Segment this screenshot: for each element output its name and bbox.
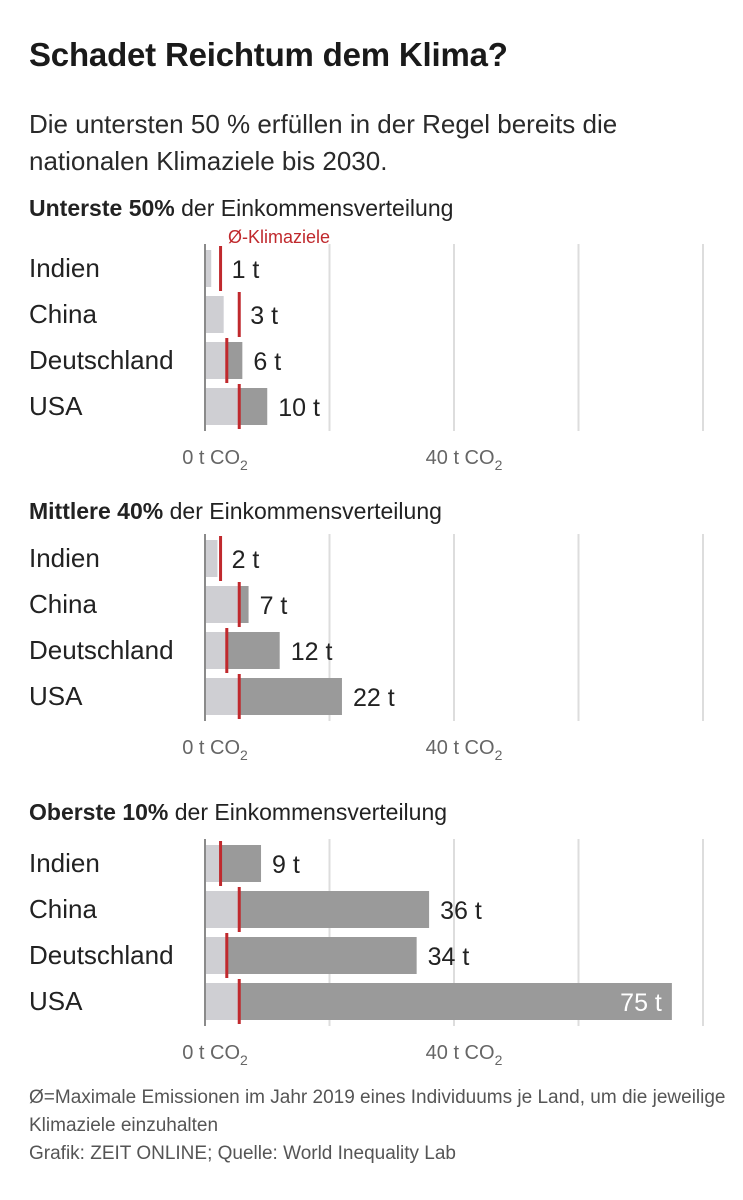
bar-below-target	[205, 388, 240, 425]
category-label: Deutschland	[29, 940, 174, 970]
target-marker	[237, 292, 241, 337]
target-marker	[237, 979, 241, 1024]
bar-below-target	[205, 983, 240, 1020]
bar-below-target	[205, 937, 227, 974]
category-label: USA	[29, 986, 83, 1016]
category-label: USA	[29, 391, 83, 421]
bar-above-target	[226, 632, 280, 669]
value-label: 6 t	[253, 348, 281, 376]
bar-below-target	[205, 342, 227, 379]
panel-heading-middle-40: Mittlere 40% der Einkommensverteilung	[29, 498, 442, 525]
value-label: 9 t	[272, 851, 300, 879]
tick-label: 0 t CO2	[182, 447, 248, 473]
category-label: Indien	[29, 848, 100, 878]
tick-label: 40 t CO2	[426, 447, 503, 473]
category-label: China	[29, 589, 97, 619]
value-label: 10 t	[278, 394, 320, 422]
tick-label: 0 t CO2	[182, 737, 248, 763]
value-label: 36 t	[440, 897, 482, 925]
target-marker	[219, 841, 223, 886]
value-label: 34 t	[428, 943, 470, 971]
chart-panel-bottom-50: Indien 1 t China 3 t Deutschland 6 t USA 10 t 0 …	[29, 244, 704, 473]
target-marker	[237, 384, 241, 429]
bar-above-target	[239, 891, 430, 928]
panel-heading-bold: Mittlere 40%	[29, 498, 164, 524]
panel-heading-rest: der Einkommensverteilung	[168, 799, 448, 825]
chart-panel-middle-40: Indien 2 t China 7 t Deutschland 12 t USA 22 t 0…	[29, 534, 704, 763]
value-label: 22 t	[353, 684, 395, 712]
tick-label: 40 t CO2	[426, 1042, 503, 1068]
chart-subtitle: Die untersten 50 % erfüllen in der Regel…	[29, 109, 618, 176]
value-label: 3 t	[250, 302, 278, 330]
category-label: China	[29, 299, 97, 329]
target-marker	[237, 582, 241, 627]
bar-below-target	[205, 296, 224, 333]
footer-credit: Grafik: ZEIT ONLINE; Quelle: World Inequ…	[29, 1143, 456, 1164]
bar-below-target	[205, 586, 240, 623]
category-label: Indien	[29, 543, 100, 573]
bar-below-target	[205, 845, 221, 882]
category-label: Deutschland	[29, 635, 174, 665]
target-marker	[225, 628, 229, 673]
chart-panel-top-10: Indien 9 t China 36 t Deutschland 34 t USA 75 t…	[29, 839, 704, 1068]
target-marker	[225, 933, 229, 978]
panel-heading-rest: der Einkommensverteilung	[174, 195, 454, 221]
panel-heading-bold: Unterste 50%	[29, 195, 175, 221]
target-marker	[237, 674, 241, 719]
value-label: 75 t	[620, 989, 662, 1017]
bar-below-target	[205, 540, 218, 577]
panel-heading-top-10: Oberste 10% der Einkommensverteilung	[29, 799, 447, 826]
tick-label: 40 t CO2	[426, 737, 503, 763]
category-label: USA	[29, 681, 83, 711]
bar-below-target	[205, 632, 227, 669]
panel-heading-bottom-50: Unterste 50% der Einkommensverteilung	[29, 195, 453, 222]
target-marker	[225, 338, 229, 383]
target-marker	[219, 246, 223, 291]
bar-below-target	[205, 250, 212, 287]
value-label: 1 t	[232, 256, 260, 284]
category-label: China	[29, 894, 97, 924]
target-marker	[237, 887, 241, 932]
panel-heading-rest: der Einkommensverteilung	[163, 498, 442, 524]
bar-above-target	[239, 678, 342, 715]
target-marker	[219, 536, 223, 581]
bar-above-target	[239, 586, 249, 623]
footer-note: Ø=Maximale Emissionen im Jahr 2019 eines…	[29, 1087, 726, 1136]
bar-below-target	[205, 678, 240, 715]
value-label: 7 t	[260, 592, 288, 620]
bar-below-target	[205, 891, 240, 928]
bar-above-target	[220, 845, 262, 882]
legend-target-label: Ø-Klimaziele	[228, 227, 331, 247]
value-label: 2 t	[232, 546, 260, 574]
bar-above-target	[226, 937, 417, 974]
chart-title: Schadet Reichtum dem Klima?	[29, 36, 508, 73]
value-label: 12 t	[291, 638, 333, 666]
footer: Ø=Maximale Emissionen im Jahr 2019 eines…	[29, 1084, 729, 1168]
bar-above-target	[239, 983, 672, 1020]
category-label: Deutschland	[29, 345, 174, 375]
bar-above-target	[239, 388, 268, 425]
tick-label: 0 t CO2	[182, 1042, 248, 1068]
panel-heading-bold: Oberste 10%	[29, 799, 169, 825]
category-label: Indien	[29, 253, 100, 283]
bar-above-target	[226, 342, 243, 379]
